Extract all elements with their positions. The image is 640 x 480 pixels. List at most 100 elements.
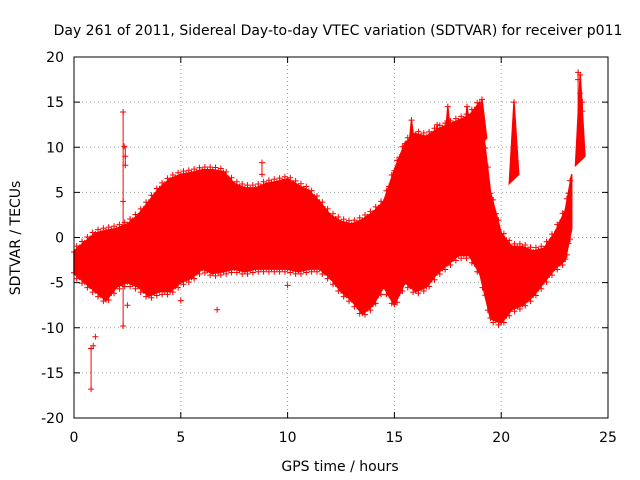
- data-point: [554, 266, 561, 273]
- outlier-point: [92, 333, 99, 340]
- data-point: [506, 312, 513, 319]
- data-point: [217, 271, 224, 278]
- data-point: [434, 121, 441, 128]
- data-point: [484, 164, 491, 171]
- data-point: [73, 243, 80, 250]
- data-point: [394, 299, 401, 306]
- y-tick-label: 20: [46, 50, 64, 66]
- data-point: [442, 266, 449, 273]
- data-point: [514, 244, 521, 251]
- data-point: [338, 287, 344, 294]
- data-point: [92, 230, 99, 237]
- y-tick-label: -10: [41, 321, 64, 337]
- data-point: [217, 165, 224, 172]
- data-point: [87, 235, 94, 242]
- data-point: [551, 265, 558, 272]
- data-point: [402, 140, 409, 147]
- data-point: [383, 291, 390, 298]
- data-point: [484, 307, 491, 314]
- data-point: [522, 241, 529, 248]
- data-point: [212, 272, 219, 279]
- data-point: [428, 130, 435, 137]
- data-point: [167, 176, 174, 183]
- data-point: [367, 307, 374, 314]
- data-point: [175, 284, 182, 291]
- data-point: [532, 244, 539, 251]
- data-spike: [476, 99, 488, 150]
- outlier-point: [263, 193, 270, 200]
- data-point: [228, 174, 235, 181]
- data-point: [127, 215, 134, 222]
- data-point: [188, 170, 195, 177]
- data-point: [423, 134, 430, 141]
- data-point: [375, 204, 382, 211]
- data-point: [92, 287, 99, 294]
- data-point: [316, 265, 323, 272]
- data-point: [455, 251, 462, 258]
- x-tick-label: 5: [176, 430, 185, 446]
- y-tick-label: -15: [41, 366, 64, 382]
- data-point: [305, 188, 312, 195]
- data-point: [551, 230, 558, 237]
- data-point: [487, 190, 494, 197]
- data-point: [113, 226, 120, 233]
- data-point: [399, 287, 406, 294]
- data-point: [129, 217, 136, 224]
- data-point: [244, 270, 251, 277]
- data-point: [161, 287, 168, 294]
- data-point: [84, 234, 91, 241]
- data-point: [204, 267, 211, 274]
- data-point: [378, 291, 385, 298]
- data-point: [332, 280, 339, 287]
- data-point: [249, 269, 256, 276]
- data-point: [546, 238, 553, 245]
- data-point: [137, 289, 144, 296]
- data-point: [426, 283, 433, 290]
- data-point: [372, 203, 379, 210]
- data-point: [263, 265, 270, 272]
- data-point: [105, 224, 112, 231]
- data-point: [308, 268, 315, 275]
- data-point: [271, 176, 278, 183]
- data-point: [468, 259, 475, 266]
- data-point: [408, 117, 415, 124]
- ticks: 0 5 10 15 20 25 -20 -15 -10 -5 0 5 10 15 20: [41, 50, 617, 446]
- data-point: [276, 268, 283, 275]
- data-point: [527, 244, 534, 251]
- data-point: [327, 274, 334, 281]
- data-spike: [431, 124, 443, 177]
- data-point: [204, 167, 211, 174]
- data-point: [482, 292, 489, 299]
- data-point: [511, 240, 518, 247]
- data-point: [191, 275, 198, 282]
- data-point: [563, 195, 570, 202]
- outlier-point: [90, 342, 97, 349]
- data-point: [287, 174, 294, 181]
- data-point: [212, 164, 219, 171]
- data-area: [71, 69, 586, 393]
- data-point: [362, 311, 369, 318]
- data-point: [276, 175, 283, 182]
- data-point: [511, 308, 518, 315]
- data-point: [207, 164, 214, 171]
- data-point: [308, 187, 315, 194]
- data-point: [199, 265, 206, 272]
- data-point: [380, 283, 387, 290]
- data-point: [167, 287, 174, 294]
- data-point: [313, 192, 320, 199]
- data-point: [100, 298, 107, 305]
- data-point: [516, 240, 523, 247]
- data-point: [180, 281, 187, 288]
- data-point: [338, 219, 344, 226]
- data-point: [530, 248, 537, 255]
- data-point: [220, 267, 227, 274]
- x-axis-label: GPS time / hours: [281, 459, 398, 475]
- data-point: [105, 296, 112, 303]
- data-point: [420, 130, 427, 137]
- x-tick-label: 10: [279, 430, 297, 446]
- data-point: [111, 223, 118, 230]
- data-point: [402, 278, 409, 285]
- x-tick-label: 15: [385, 430, 403, 446]
- data-point: [287, 269, 294, 276]
- data-point: [79, 238, 86, 245]
